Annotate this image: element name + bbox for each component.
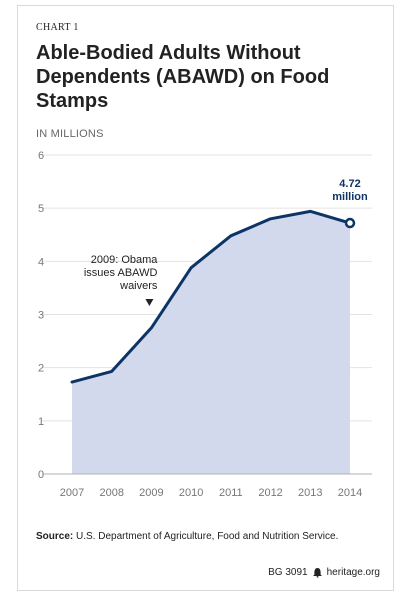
footer-code: BG 3091: [268, 567, 308, 578]
source-note: Source: U.S. Department of Agriculture, …: [36, 530, 376, 543]
x-tick-label: 2013: [298, 487, 322, 499]
y-tick-label: 0: [38, 469, 44, 481]
callout-label: 4.72: [339, 178, 360, 190]
y-tick-label: 3: [38, 310, 44, 322]
x-tick-label: 2011: [219, 487, 243, 499]
annotation-arrow: [145, 299, 154, 306]
x-tick-label: 2009: [139, 487, 163, 499]
y-tick-label: 1: [38, 416, 44, 428]
x-tick-label: 2012: [258, 487, 282, 499]
source-label: Source:: [36, 531, 74, 542]
footer-site: heritage.org: [326, 567, 380, 578]
x-tick-label: 2007: [60, 487, 84, 499]
source-text: U.S. Department of Agriculture, Food and…: [76, 531, 339, 542]
data-point: [344, 217, 356, 229]
annotation-text: 2009: Obama: [91, 254, 159, 266]
footer: BG 3091 heritage.org: [268, 567, 380, 578]
y-tick-label: 2: [38, 363, 44, 375]
callout-label: million: [332, 191, 368, 203]
y-tick-label: 6: [38, 150, 44, 162]
chart-kicker: CHART 1: [36, 22, 79, 33]
annotation-text: waivers: [119, 280, 158, 292]
liberty-bell-icon: [312, 568, 322, 578]
annotation-text: issues ABAWD: [84, 267, 158, 279]
area-fill: [72, 211, 350, 474]
y-tick-label: 5: [38, 203, 44, 215]
x-tick-label: 2014: [338, 487, 362, 499]
x-tick-label: 2010: [179, 487, 203, 499]
unit-label: IN MILLIONS: [36, 128, 104, 140]
series-line: [70, 209, 352, 384]
x-tick-label: 2008: [99, 487, 123, 499]
y-tick-label: 4: [38, 256, 44, 268]
chart-title: Able-Bodied Adults Without Dependents (A…: [36, 42, 330, 112]
